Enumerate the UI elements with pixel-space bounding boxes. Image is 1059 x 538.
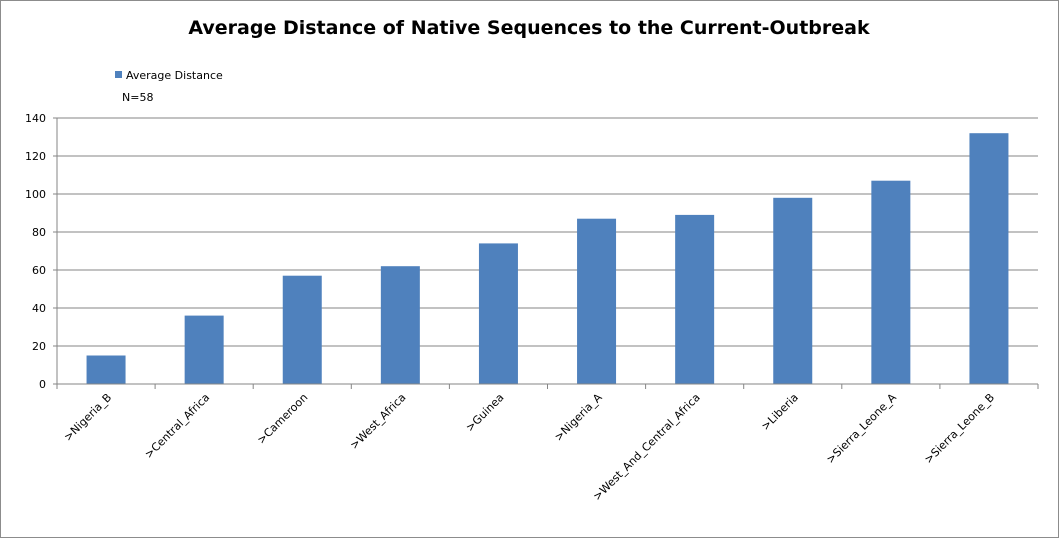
bar	[675, 214, 715, 384]
bar	[773, 197, 813, 384]
x-tick-label: >Central_Africa	[142, 391, 212, 461]
x-tick-label: >Sierra_Leone_B	[922, 391, 997, 466]
x-tick-label: >Nigeria_B	[61, 391, 114, 444]
y-tick-label: 40	[32, 302, 46, 315]
annotation-n: N=58	[122, 91, 153, 104]
x-tick-label: >Liberia	[759, 391, 801, 433]
chart-title: Average Distance of Native Sequences to …	[188, 17, 870, 39]
x-tick-label: >West_Africa	[348, 391, 409, 452]
bar	[969, 133, 1009, 384]
legend: Average Distance N=58	[115, 69, 223, 104]
legend-swatch	[115, 71, 122, 78]
x-tick-label: >Nigeria_A	[552, 391, 605, 444]
bar	[184, 315, 224, 384]
y-tick-label: 60	[32, 264, 46, 277]
x-axis: >Nigeria_B >Central_Africa >Cameroon >West_…	[56, 383, 1039, 503]
x-tick-label: >Guinea	[463, 391, 506, 434]
y-tick-label: 80	[32, 226, 46, 239]
bar	[478, 243, 518, 384]
bar	[871, 180, 911, 384]
x-tick-label: >Sierra_Leone_A	[824, 391, 900, 467]
bar	[86, 355, 126, 384]
y-tick-label: 20	[32, 340, 46, 353]
y-tick-label: 0	[39, 378, 46, 391]
legend-label: Average Distance	[126, 69, 223, 82]
y-tick-label: 140	[25, 112, 46, 125]
bar	[577, 218, 617, 384]
bar	[380, 266, 420, 384]
bars	[86, 133, 1009, 384]
x-tick-label: >Cameroon	[255, 391, 311, 447]
y-axis: 0 20 40 60 80 100 120 140	[25, 112, 58, 391]
y-tick-label: 100	[25, 188, 46, 201]
y-tick-label: 120	[25, 150, 46, 163]
bar	[282, 275, 322, 384]
x-tick-label: >West_And_Central_Africa	[591, 391, 703, 503]
